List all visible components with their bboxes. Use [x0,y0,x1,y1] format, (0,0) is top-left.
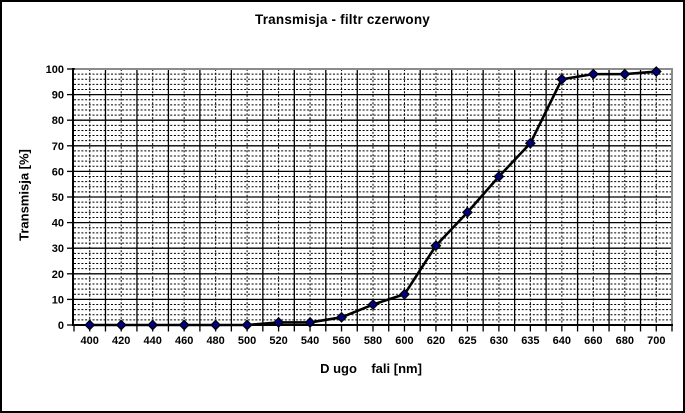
x-tick-label: 630 [490,335,508,347]
data-point-marker [178,319,190,331]
x-tick-label: 560 [332,335,350,347]
y-tick-label: 0 [58,320,64,332]
y-tick-label: 80 [52,115,64,127]
x-tick-label: 700 [647,335,665,347]
y-axis-title: Transmisja [%] [16,149,32,241]
data-point-marker [493,171,505,182]
y-tick-label: 10 [52,294,64,306]
data-point-marker [84,319,96,331]
x-tick-label: 460 [175,335,193,347]
y-tick-label: 70 [52,141,64,153]
x-tick-label: 660 [584,335,602,347]
data-point-marker [367,299,379,310]
data-point-marker [147,319,159,331]
x-tick-label: 500 [238,335,256,347]
x-tick-label: 600 [395,335,413,347]
chart-title: Transmisja - filtr czerwony [255,12,430,27]
data-point-marker [430,240,442,252]
y-tick-label: 100 [46,64,64,76]
data-point-marker [336,311,347,323]
data-point-marker [210,319,222,331]
data-point-marker [650,66,662,78]
x-tick-label: 400 [81,335,99,347]
data-point-marker [115,319,127,331]
x-tick-label: 520 [269,335,287,347]
data-point-marker [241,319,253,331]
x-tick-label: 640 [553,335,571,347]
x-tick-label: 625 [458,335,476,347]
data-point-marker [273,316,285,328]
x-axis-title: D ugo fali [nm] [320,361,422,376]
y-tick-label: 60 [52,166,64,178]
x-tick-label: 420 [112,335,130,347]
data-point-marker [399,288,410,300]
x-tick-label: 580 [364,335,382,347]
x-tick-label: 635 [521,335,539,347]
data-point-marker [587,68,599,80]
x-tick-label: 680 [616,335,634,347]
y-tick-label: 20 [52,269,64,281]
x-tick-label: 540 [301,335,319,347]
data-point-marker [461,206,473,218]
data-point-marker [304,316,316,328]
x-tick-label: 440 [144,335,162,347]
y-tick-label: 40 [52,218,64,230]
x-tick-label: 480 [206,335,224,347]
y-tick-label: 90 [52,90,64,102]
data-point-marker [524,137,536,149]
y-tick-label: 30 [52,243,64,255]
data-point-marker [619,68,631,80]
data-point-marker [556,73,568,85]
x-tick-label: 620 [427,335,445,347]
y-tick-label: 50 [52,192,64,204]
